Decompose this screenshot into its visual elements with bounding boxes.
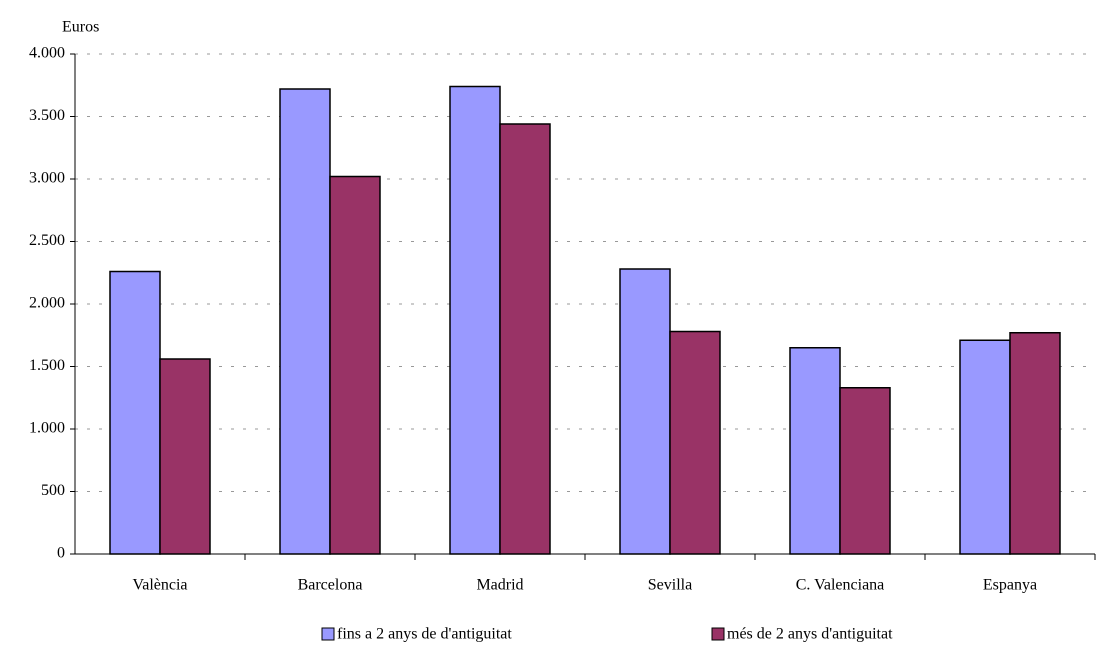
- x-tick-label: València: [132, 577, 187, 594]
- y-tick-label: 500: [41, 482, 65, 499]
- y-tick-label: 3.500: [29, 107, 65, 124]
- legend-label: fins a 2 anys de d'antiguitat: [337, 626, 512, 643]
- y-tick-label: 4.000: [29, 45, 65, 62]
- x-tick-label: Espanya: [983, 577, 1037, 594]
- bar: [449, 85, 501, 555]
- bar: [669, 330, 721, 555]
- bar: [159, 358, 211, 555]
- bar: [329, 175, 381, 555]
- x-tick-label: Sevilla: [648, 577, 692, 594]
- bar: [839, 387, 891, 555]
- y-tick-label: 2.000: [29, 295, 65, 312]
- bar: [959, 339, 1011, 555]
- bar: [619, 268, 671, 555]
- legend-swatch: [321, 627, 335, 641]
- bar: [1009, 332, 1061, 555]
- x-tick-label: Barcelona: [298, 577, 363, 594]
- bar: [279, 88, 331, 555]
- bar: [789, 347, 841, 555]
- y-tick-label: 0: [57, 545, 65, 562]
- y-tick-label: 2.500: [29, 232, 65, 249]
- y-axis-label: Euros: [62, 19, 99, 36]
- bar: [109, 270, 161, 555]
- y-tick-label: 1.500: [29, 357, 65, 374]
- legend-label: més de 2 anys d'antiguitat: [727, 626, 893, 643]
- x-tick-label: C. Valenciana: [796, 577, 885, 594]
- legend-swatch: [711, 627, 725, 641]
- bar: [499, 123, 551, 555]
- y-tick-label: 3.000: [29, 170, 65, 187]
- x-tick-label: Madrid: [476, 577, 523, 594]
- y-tick-label: 1.000: [29, 420, 65, 437]
